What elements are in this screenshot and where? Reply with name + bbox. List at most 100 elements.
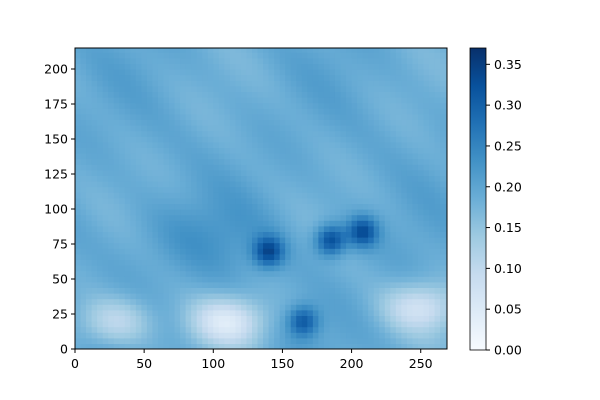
heatmap-cell (290, 97, 297, 104)
heatmap-cell (213, 169, 220, 176)
heatmap-cell (263, 119, 270, 126)
heatmap-cell (301, 69, 308, 76)
heatmap-cell (263, 97, 270, 104)
heatmap-cell (196, 91, 203, 98)
heatmap-cell (174, 321, 181, 328)
heatmap-cell (180, 175, 187, 182)
heatmap-cell (146, 119, 154, 126)
heatmap-cell (119, 192, 126, 199)
heatmap-cell (218, 69, 225, 76)
heatmap-cell (390, 97, 397, 104)
heatmap-cell (301, 63, 308, 70)
heatmap-cell (157, 74, 165, 81)
heatmap-cell (124, 85, 131, 92)
heatmap-cell (423, 52, 430, 59)
heatmap-cell (290, 175, 297, 182)
heatmap-cell (440, 186, 447, 193)
heatmap-cell (417, 220, 425, 227)
heatmap-cell (91, 220, 98, 227)
heatmap-cell (207, 164, 214, 171)
heatmap-cell (384, 164, 391, 171)
heatmap-cell (445, 125, 447, 132)
heatmap-cell (318, 192, 325, 199)
heatmap-cell (406, 97, 414, 104)
heatmap-cell (257, 192, 264, 199)
heatmap-cell (180, 192, 187, 199)
heatmap-cell (329, 197, 336, 204)
heatmap-cell (274, 85, 281, 92)
heatmap-cell (323, 175, 331, 182)
heatmap-cell (80, 119, 87, 126)
heatmap-cell (401, 242, 408, 249)
heatmap-cell (75, 125, 82, 132)
heatmap-cell (318, 315, 325, 322)
heatmap-cell (373, 186, 380, 193)
heatmap-cell (417, 309, 425, 316)
heatmap-cell (301, 293, 308, 300)
heatmap-cell (301, 253, 308, 260)
heatmap-cell (274, 74, 281, 81)
heatmap-cell (141, 97, 148, 104)
heatmap-cell (146, 69, 154, 76)
heatmap-cell (146, 265, 154, 272)
heatmap-cell (318, 125, 325, 132)
heatmap-cell (340, 209, 347, 216)
heatmap-cell (279, 203, 286, 210)
heatmap-cell (384, 80, 391, 87)
heatmap-cell (412, 231, 419, 238)
heatmap-cell (318, 130, 325, 137)
heatmap-cell (218, 209, 225, 216)
heatmap-cell (113, 242, 120, 249)
heatmap-cell (323, 52, 331, 59)
heatmap-cell (357, 91, 364, 98)
heatmap-cell (290, 309, 297, 316)
heatmap-cell (384, 293, 391, 300)
heatmap-cell (218, 175, 225, 182)
heatmap-cell (246, 181, 253, 188)
heatmap-cell (180, 108, 187, 115)
heatmap-cell (395, 298, 402, 305)
heatmap-cell (346, 248, 353, 255)
heatmap-cell (141, 304, 148, 311)
heatmap-cell (130, 225, 137, 232)
heatmap-cell (157, 119, 165, 126)
colorbar-tick-label: 0.35 (494, 57, 522, 72)
heatmap-cell (196, 97, 203, 104)
heatmap-cell (119, 197, 126, 204)
heatmap-cell (257, 119, 264, 126)
heatmap-cell (229, 326, 237, 333)
heatmap-cell (240, 321, 248, 328)
heatmap-cell (130, 63, 137, 70)
heatmap-cell (379, 130, 386, 137)
heatmap-cell (246, 321, 253, 328)
heatmap-cell (102, 119, 109, 126)
heatmap-cell (146, 259, 154, 266)
heatmap-cell (417, 175, 425, 182)
heatmap-cell (401, 253, 408, 260)
heatmap-cell (307, 253, 314, 260)
heatmap-cell (357, 298, 364, 305)
heatmap-cell (368, 85, 375, 92)
heatmap-cell (119, 85, 126, 92)
heatmap-cell (312, 108, 319, 115)
heatmap-cell (351, 231, 358, 238)
heatmap-cell (141, 203, 148, 210)
heatmap-cell (174, 298, 181, 305)
heatmap-cell (285, 242, 292, 249)
heatmap-cell (357, 158, 364, 165)
heatmap-cell (141, 108, 148, 115)
heatmap-cell (357, 231, 364, 238)
heatmap-cell (340, 130, 347, 137)
heatmap-cell (334, 259, 342, 266)
heatmap-cell (257, 298, 264, 305)
heatmap-cell (235, 175, 242, 182)
heatmap-cell (268, 209, 275, 216)
heatmap-cell (340, 147, 347, 154)
heatmap-cell (113, 315, 120, 322)
heatmap-cell (124, 164, 131, 171)
y-tick-label: 200 (44, 62, 68, 77)
heatmap-cell (191, 113, 198, 120)
heatmap-cell (202, 52, 209, 59)
heatmap-cell (279, 281, 286, 288)
heatmap-cell (180, 113, 187, 120)
